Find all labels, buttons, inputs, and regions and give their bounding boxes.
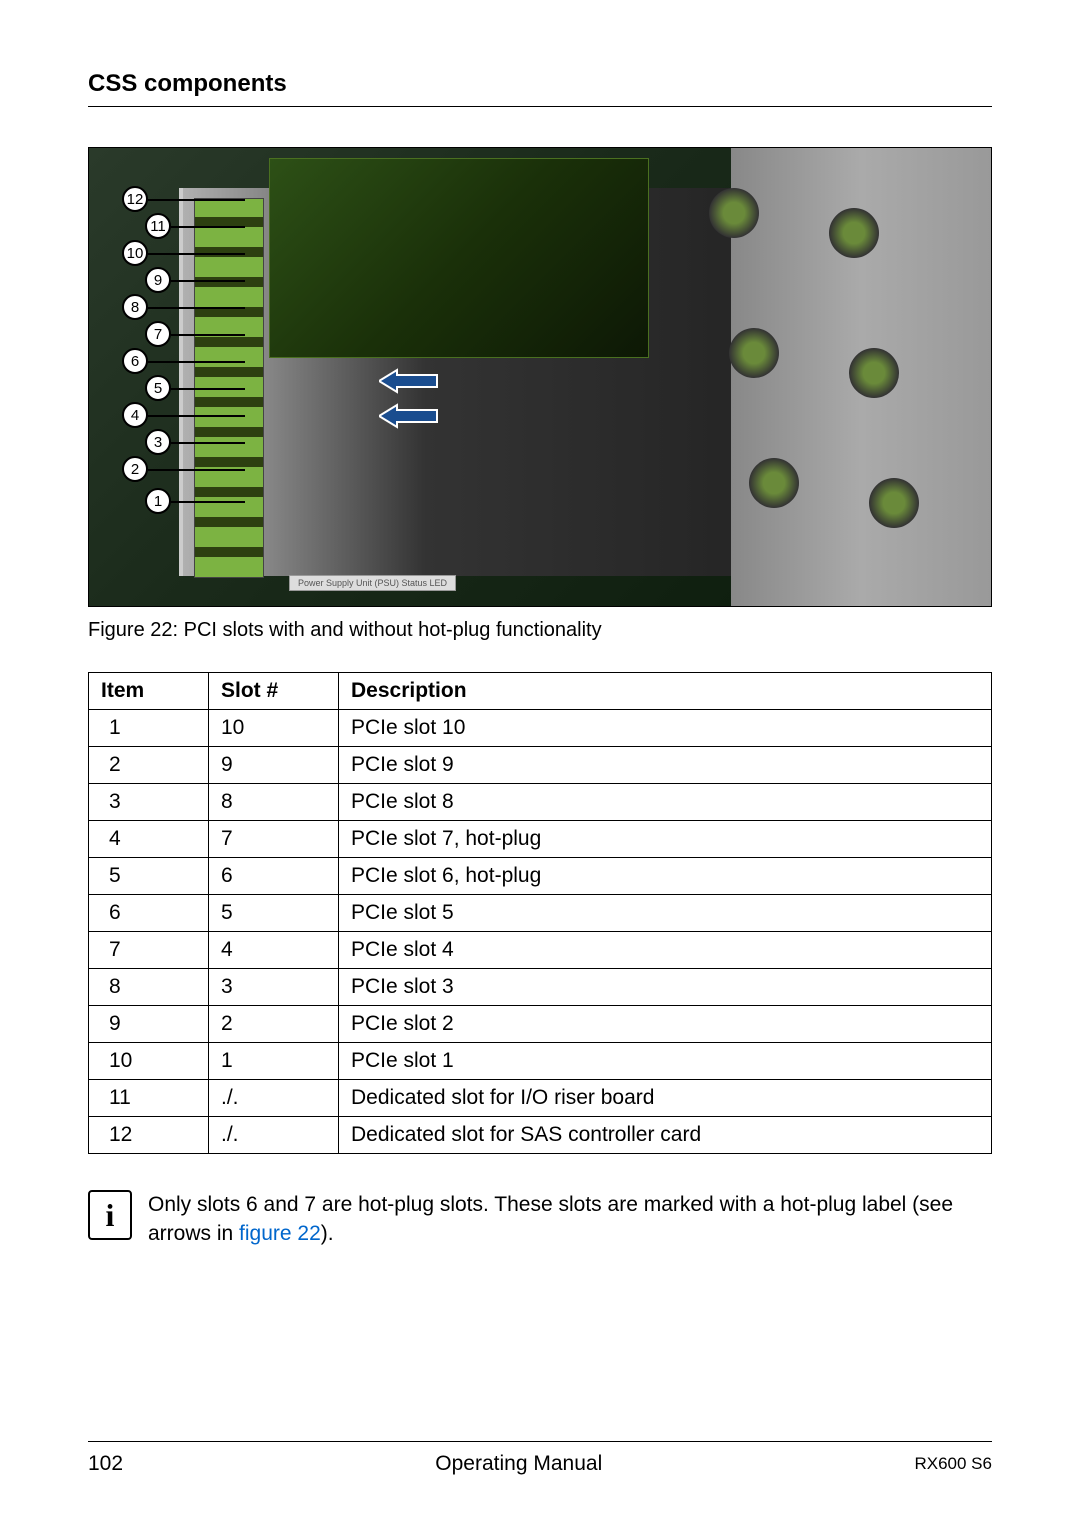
page-footer: 102 Operating Manual RX600 S6	[88, 1441, 992, 1476]
table-row: 11./.Dedicated slot for I/O riser board	[89, 1080, 992, 1117]
table-row: 65PCIe slot 5	[89, 895, 992, 932]
table-row: 92PCIe slot 2	[89, 1006, 992, 1043]
footer-model: RX600 S6	[914, 1454, 992, 1474]
callout-line	[171, 334, 245, 336]
table-row: 12./.Dedicated slot for SAS controller c…	[89, 1117, 992, 1154]
callout-line	[171, 388, 245, 390]
table-row: 38PCIe slot 8	[89, 784, 992, 821]
callout-line	[148, 415, 245, 417]
callout-12: 12	[122, 186, 148, 212]
callout-line	[171, 280, 245, 282]
metal-hole	[709, 188, 759, 238]
metal-hole	[849, 348, 899, 398]
callout-11: 11	[145, 213, 171, 239]
callout-3: 3	[145, 429, 171, 455]
callout-4: 4	[122, 402, 148, 428]
col-slot: Slot #	[209, 673, 339, 710]
callout-line	[148, 307, 245, 309]
callout-10: 10	[122, 240, 148, 266]
callout-line	[171, 226, 245, 228]
col-item: Item	[89, 673, 209, 710]
metal-hole	[749, 458, 799, 508]
col-desc: Description	[339, 673, 992, 710]
table-row: 110PCIe slot 10	[89, 710, 992, 747]
table-header-row: Item Slot # Description	[89, 673, 992, 710]
slot-table: Item Slot # Description 110PCIe slot 102…	[88, 672, 992, 1154]
page-title: CSS components	[88, 70, 992, 98]
callout-line	[148, 361, 245, 363]
psu-label: Power Supply Unit (PSU) Status LED	[289, 575, 456, 591]
table-row: 101PCIe slot 1	[89, 1043, 992, 1080]
callout-line	[148, 199, 245, 201]
figure-link[interactable]: figure 22	[239, 1222, 321, 1245]
callout-5: 5	[145, 375, 171, 401]
metal-hole	[869, 478, 919, 528]
table-row: 29PCIe slot 9	[89, 747, 992, 784]
callout-line	[171, 442, 245, 444]
info-note: i Only slots 6 and 7 are hot-plug slots.…	[88, 1190, 992, 1249]
callout-line	[148, 253, 245, 255]
callout-line	[171, 501, 245, 503]
page-number: 102	[88, 1452, 123, 1476]
header-divider	[88, 106, 992, 107]
table-row: 83PCIe slot 3	[89, 969, 992, 1006]
callout-9: 9	[145, 267, 171, 293]
footer-divider	[88, 1441, 992, 1442]
callout-8: 8	[122, 294, 148, 320]
callout-1: 1	[145, 488, 171, 514]
footer-title: Operating Manual	[435, 1452, 602, 1476]
pcb-area	[269, 158, 649, 358]
callout-2: 2	[122, 456, 148, 482]
table-row: 74PCIe slot 4	[89, 932, 992, 969]
callout-6: 6	[122, 348, 148, 374]
metal-hole	[829, 208, 879, 258]
info-icon: i	[88, 1190, 132, 1240]
callout-line	[148, 469, 245, 471]
table-row: 56PCIe slot 6, hot-plug	[89, 858, 992, 895]
hotplug-arrow	[379, 403, 439, 434]
figure-image: 12111098765432 1 Power Supply Unit (PSU) …	[88, 147, 992, 607]
hotplug-arrow	[379, 368, 439, 399]
table-row: 47PCIe slot 7, hot-plug	[89, 821, 992, 858]
metal-hole	[729, 328, 779, 378]
figure-caption: Figure 22: PCI slots with and without ho…	[88, 619, 992, 642]
info-text: Only slots 6 and 7 are hot-plug slots. T…	[148, 1190, 992, 1249]
callout-7: 7	[145, 321, 171, 347]
